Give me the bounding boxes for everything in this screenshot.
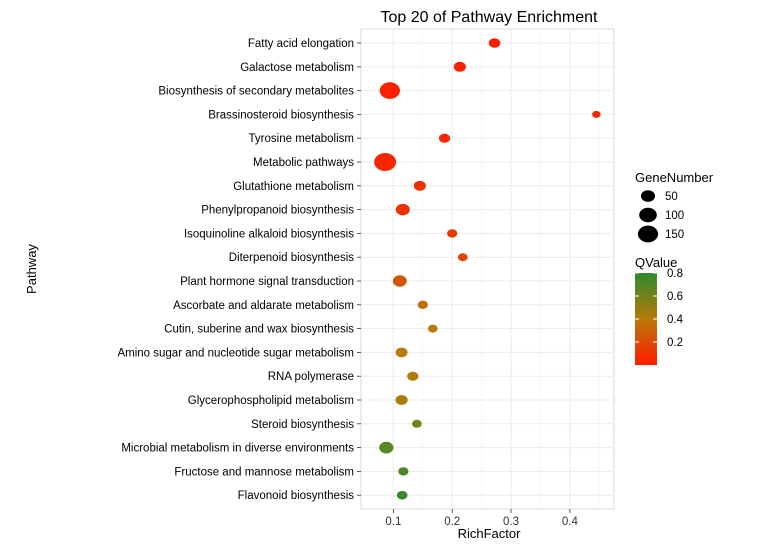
color-legend-ticks: 0.2 0.4 0.6 0.8 xyxy=(635,268,684,349)
y-tick-label: Flavonoid biosynthesis xyxy=(238,490,355,502)
y-tick-label: Plant hormone signal transduction xyxy=(180,276,354,288)
data-point xyxy=(417,300,428,310)
y-tick-label: Brassinosteroid biosynthesis xyxy=(208,109,354,121)
plot-panel xyxy=(360,28,615,510)
y-tick-label: Ascorbate and aldarate metabolism xyxy=(173,300,354,312)
x-tick-label: 0.2 xyxy=(444,516,460,528)
y-tick-label: Phenylpropanoid biosynthesis xyxy=(201,205,354,217)
x-tick-label: 0.1 xyxy=(385,516,401,528)
data-point xyxy=(374,153,397,171)
size-legend-label: 100 xyxy=(665,210,684,222)
x-tick-label: 0.3 xyxy=(503,516,519,528)
size-legend-dot xyxy=(640,190,656,202)
size-legend: 50 100 150 xyxy=(637,190,684,243)
color-legend-label: 0.2 xyxy=(667,337,683,349)
y-tick-label: Fructose and mannose metabolism xyxy=(174,466,354,478)
data-point xyxy=(379,82,400,99)
y-tick-label: Biosynthesis of secondary metabolites xyxy=(158,86,354,98)
data-point xyxy=(398,467,409,476)
data-point xyxy=(395,203,410,216)
y-tick-label: Glutathione metabolism xyxy=(233,181,354,193)
color-legend-bar xyxy=(635,273,657,365)
data-point xyxy=(413,180,426,191)
data-point xyxy=(395,347,408,358)
data-point xyxy=(395,395,408,405)
color-legend-label: 0.4 xyxy=(667,314,684,326)
size-legend-dot xyxy=(637,225,659,243)
data-point xyxy=(438,133,451,143)
chart-title: Top 20 of Pathway Enrichment xyxy=(380,9,598,26)
data-point xyxy=(457,253,468,262)
y-tick-label: Tyrosine metabolism xyxy=(249,133,354,145)
size-legend-title: GeneNumber xyxy=(635,170,714,185)
size-legend-label: 150 xyxy=(665,229,684,241)
y-tick-label: Glycerophospholipid metabolism xyxy=(188,395,354,407)
size-legend-label: 50 xyxy=(665,191,678,203)
y-tick-label: Metabolic pathways xyxy=(253,157,354,169)
gridlines xyxy=(361,29,614,509)
y-tick-label: Steroid biosynthesis xyxy=(251,419,354,431)
y-tick-label: Galactose metabolism xyxy=(240,62,354,74)
data-point xyxy=(488,38,501,48)
data-point xyxy=(592,110,601,118)
data-point xyxy=(427,324,438,333)
color-legend-title: QValue xyxy=(635,255,677,270)
x-axis-label: RichFactor xyxy=(458,526,522,541)
data-points xyxy=(374,38,601,500)
y-axis-ticks: Fatty acid elongation Galactose metabolis… xyxy=(117,38,361,502)
color-legend-label: 0.8 xyxy=(667,268,683,280)
y-tick-label: Diterpenoid biosynthesis xyxy=(229,252,355,264)
y-tick-label: RNA polymerase xyxy=(268,371,354,383)
data-point xyxy=(407,371,419,381)
x-tick-label: 0.4 xyxy=(562,516,579,528)
color-legend-label: 0.6 xyxy=(667,291,683,303)
x-axis-ticks: 0.1 0.2 0.3 0.4 xyxy=(385,509,578,528)
y-tick-label: Fatty acid elongation xyxy=(248,38,354,50)
y-tick-label: Amino sugar and nucleotide sugar metabol… xyxy=(117,347,354,359)
data-point xyxy=(379,441,394,454)
data-point xyxy=(392,275,407,287)
data-point xyxy=(396,490,408,500)
y-tick-label: Microbial metabolism in diverse environm… xyxy=(121,443,354,455)
size-legend-dot xyxy=(639,207,657,223)
y-tick-label: Cutin, suberine and wax biosynthesis xyxy=(164,324,354,336)
data-point xyxy=(447,229,458,238)
y-tick-label: Isoquinoline alkaloid biosynthesis xyxy=(184,228,354,240)
data-point xyxy=(453,61,466,72)
y-axis-label: Pathway xyxy=(24,244,39,294)
data-point xyxy=(412,419,422,428)
